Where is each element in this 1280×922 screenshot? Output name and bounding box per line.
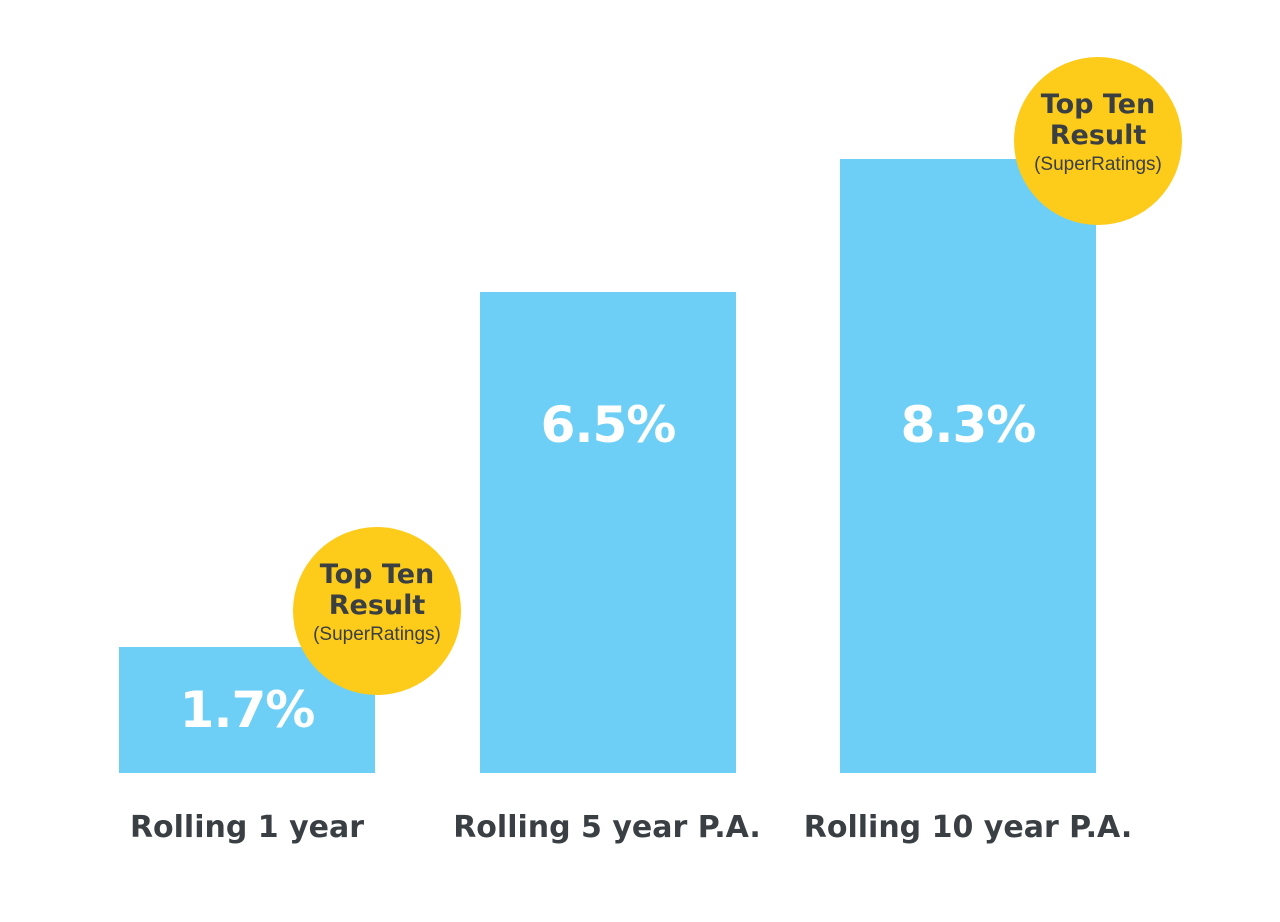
badge-subtitle: (SuperRatings) — [313, 624, 441, 646]
badge-title-line: Result — [1049, 119, 1147, 151]
category-label: Rolling 10 year P.A. — [803, 810, 1133, 845]
bar-rolling-5-year — [480, 292, 736, 773]
bar-value-label: 1.7% — [179, 681, 316, 740]
top-ten-badge: Top Ten Result (SuperRatings) — [1014, 56, 1182, 225]
badge-title-line: Top Ten — [1040, 88, 1156, 120]
top-ten-badge: Top Ten Result (SuperRatings) — [293, 527, 461, 696]
category-label: Rolling 5 year P.A. — [453, 810, 761, 845]
badge-title-line: Result — [328, 590, 426, 622]
category-label: Rolling 1 year — [129, 810, 365, 845]
badge-subtitle: (SuperRatings) — [1034, 153, 1162, 175]
bar-value-label: 8.3% — [900, 396, 1037, 454]
bar-value-label: 6.5% — [540, 396, 677, 454]
badge-title-line: Top Ten — [319, 559, 435, 591]
bar-rolling-10-year — [840, 158, 1096, 773]
